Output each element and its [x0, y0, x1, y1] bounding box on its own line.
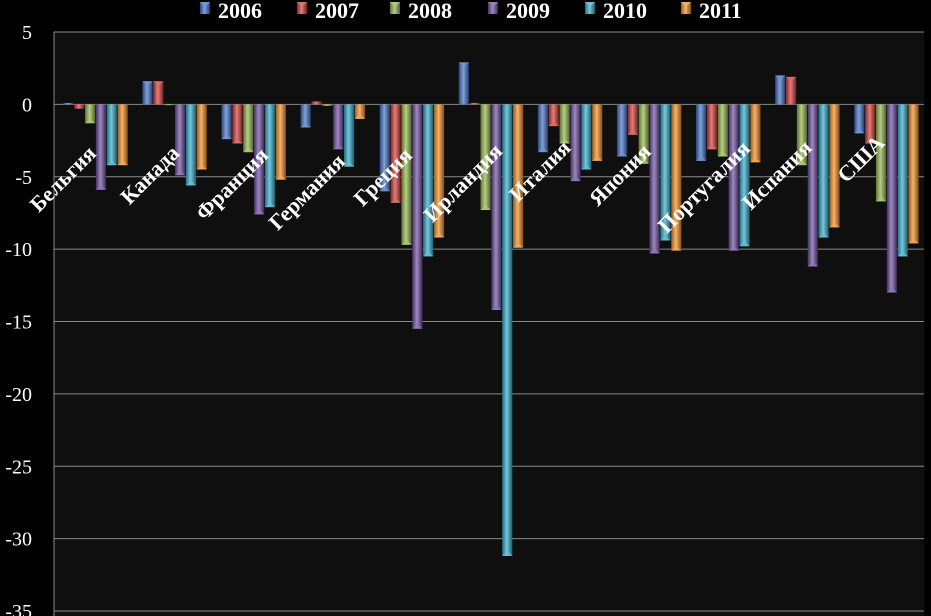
bar-2010-10	[897, 104, 908, 257]
legend-item-2011: 2011	[681, 0, 742, 23]
bar-2006-3	[300, 104, 311, 128]
bar-2009-6	[570, 104, 581, 182]
y-tick-label: -15	[5, 312, 32, 334]
legend-item-2007: 2007	[297, 0, 359, 23]
y-tick-label: -30	[5, 529, 32, 551]
bar-2006-4	[379, 104, 390, 192]
bar-2007-5	[469, 102, 480, 105]
bar-2008-1	[164, 104, 175, 106]
bar-2011-4	[433, 104, 445, 238]
legend-label: 2006	[218, 0, 262, 23]
bar-2011-7	[671, 104, 682, 251]
y-tick-label: -25	[5, 456, 32, 478]
bar-2006-10	[854, 104, 865, 134]
legend-swatch	[200, 2, 210, 14]
bar-2010-5	[502, 104, 513, 556]
bar-2007-2	[232, 104, 243, 144]
bar-2009-3	[333, 104, 344, 150]
legend-item-2008: 2008	[390, 0, 452, 23]
bar-2007-1	[153, 81, 164, 105]
bar-2011-6	[592, 104, 603, 161]
y-tick-label: -35	[5, 601, 32, 616]
bar-2007-9	[785, 76, 797, 105]
legend-item-2010: 2010	[585, 0, 647, 23]
bar-2007-8	[706, 104, 718, 150]
bar-2010-9	[818, 104, 829, 238]
bar-2006-7	[616, 104, 628, 157]
y-axis-ticks: 5 0 -5 -10 -15 -20 -25 -30 -35	[5, 22, 32, 616]
bar-2007-0	[74, 104, 85, 109]
bar-2011-5	[513, 104, 524, 248]
bar-2008-3	[322, 104, 333, 106]
bar-2011-0	[117, 104, 128, 166]
legend-swatch	[297, 2, 307, 14]
bar-2009-10	[886, 104, 897, 293]
bar-2008-9	[796, 104, 808, 166]
bar-2008-5	[480, 104, 491, 211]
legend-label: 2007	[315, 0, 359, 23]
legend-swatch	[681, 2, 691, 14]
bar-2010-4	[423, 104, 434, 257]
bar-2007-10	[865, 104, 876, 144]
legend-swatch	[585, 2, 595, 14]
legend: 2006 2007 2008 2009 2010 2011	[200, 0, 742, 23]
bar-2009-9	[807, 104, 818, 267]
legend-label: 2009	[506, 0, 550, 23]
bar-2010-3	[343, 104, 355, 167]
bar-2011-10	[908, 104, 919, 244]
bar-2011-3	[354, 104, 366, 119]
legend-label: 2011	[699, 0, 742, 23]
bar-2010-7	[660, 104, 671, 241]
bar-2008-8	[717, 104, 728, 157]
legend-item-2006: 2006	[200, 0, 262, 23]
bar-2011-1	[196, 104, 207, 170]
y-tick-label: -20	[5, 384, 32, 406]
bar-2009-8	[728, 104, 739, 251]
bar-2008-6	[559, 104, 570, 144]
bar-2006-6	[537, 104, 549, 153]
bar-2007-7	[627, 104, 639, 135]
bar-2008-0	[85, 104, 96, 124]
bar-2010-0	[106, 104, 117, 166]
bar-2006-8	[696, 104, 707, 161]
bar-2006-0	[63, 102, 74, 105]
bar-2008-7	[638, 104, 649, 164]
bar-2009-4	[412, 104, 423, 329]
bar-2010-1	[185, 104, 197, 186]
bar-2006-1	[142, 81, 153, 105]
bar-2011-2	[275, 104, 286, 180]
bar-2011-8	[750, 104, 761, 163]
bar-2006-9	[775, 75, 786, 105]
bar-2010-8	[739, 104, 750, 247]
legend-item-2009: 2009	[488, 0, 550, 23]
bar-2007-4	[390, 104, 401, 203]
bar-2010-6	[581, 104, 592, 170]
bar-2007-3	[311, 101, 322, 105]
bar-2009-5	[491, 104, 502, 310]
bar-2011-9	[829, 104, 840, 228]
bar-2008-2	[243, 104, 254, 153]
bar-2009-0	[95, 104, 107, 190]
y-tick-label: -10	[5, 239, 32, 261]
y-tick-label: 5	[22, 22, 32, 44]
bar-2006-5	[458, 62, 469, 105]
y-tick-label: -5	[15, 167, 32, 189]
bar-2006-2	[221, 104, 232, 140]
legend-swatch	[488, 2, 498, 14]
legend-swatch	[390, 2, 400, 14]
legend-label: 2010	[603, 0, 647, 23]
bar-2010-2	[264, 104, 276, 208]
bar-2009-7	[649, 104, 660, 254]
bar-2009-2	[254, 104, 265, 215]
bars	[63, 62, 919, 556]
bar-2008-4	[401, 104, 412, 245]
y-tick-label: 0	[22, 94, 32, 116]
legend-label: 2008	[408, 0, 452, 23]
bar-2008-10	[875, 104, 887, 202]
bar-2007-6	[548, 104, 559, 127]
bar-2009-1	[174, 104, 186, 176]
